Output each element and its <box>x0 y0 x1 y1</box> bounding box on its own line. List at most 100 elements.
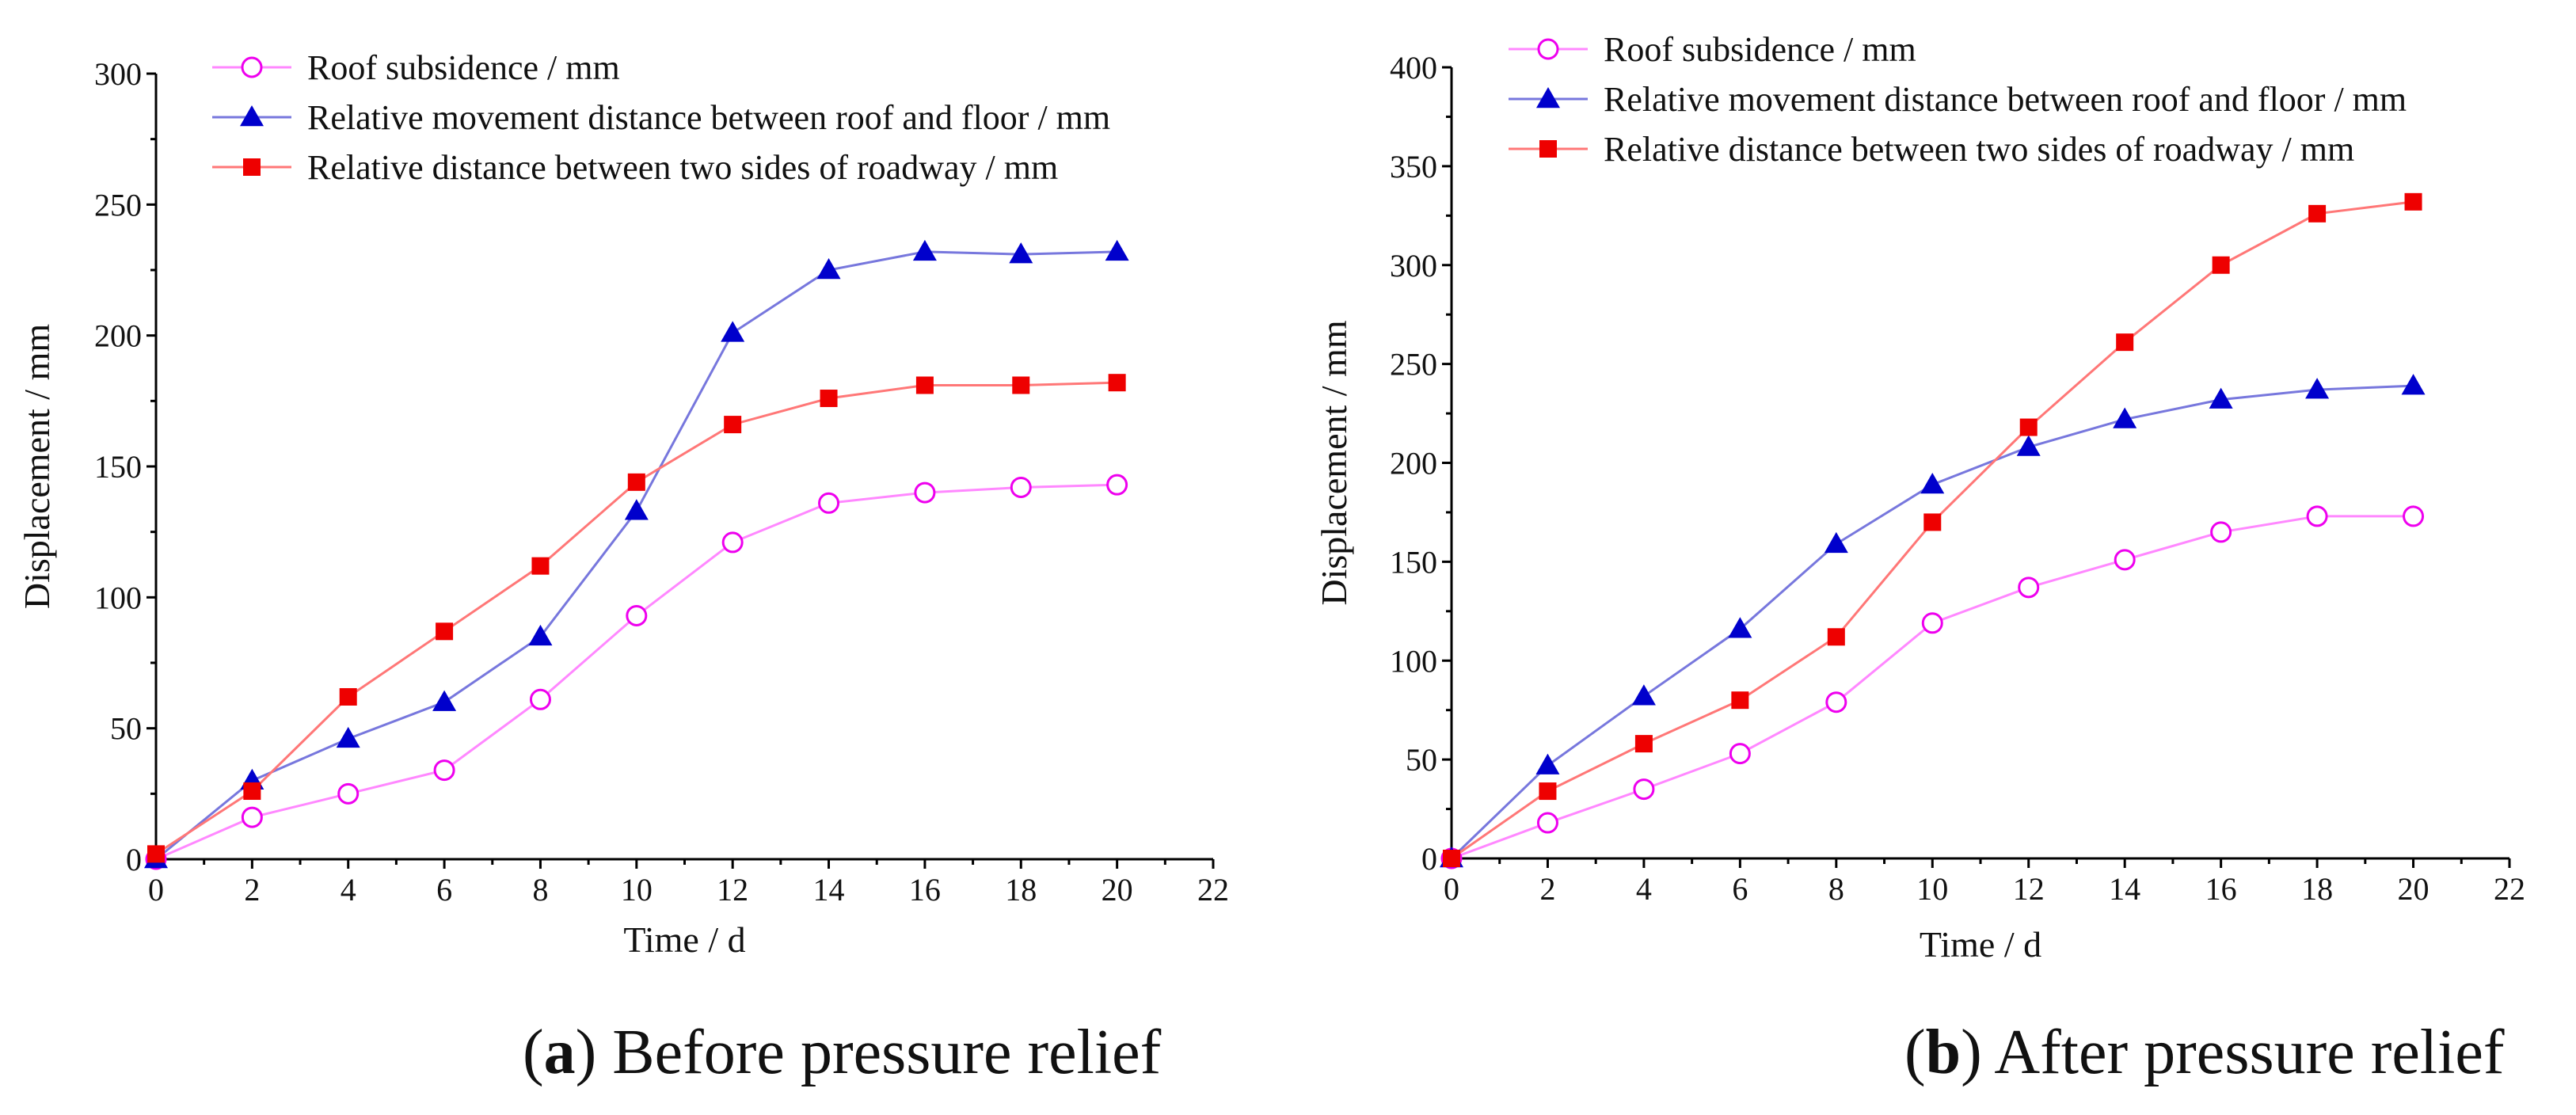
legend-marker-sides <box>243 158 261 176</box>
series-line-roof <box>155 483 1117 861</box>
y-tick-label: 100 <box>94 580 142 615</box>
data-point-roof-floor <box>1105 239 1129 261</box>
x-tick-label: 2 <box>244 872 260 908</box>
x-tick-label: 18 <box>2301 871 2333 907</box>
caption-letter: b <box>1926 1018 1961 1087</box>
data-point-sides <box>724 416 742 434</box>
y-tick-label: 300 <box>1390 248 1437 284</box>
x-tick-label: 2 <box>1539 871 1555 907</box>
caption-paren-open: ( <box>1904 1018 1926 1087</box>
data-point-roof <box>1921 612 1943 634</box>
x-tick-label: 4 <box>1636 871 1652 907</box>
data-point-roof <box>2018 577 2040 599</box>
data-point-sides <box>1731 691 1749 710</box>
data-point-roof-floor <box>624 499 649 520</box>
x-tick-label: 4 <box>341 872 356 908</box>
y-tick-label: 100 <box>1390 643 1437 679</box>
data-point-roof <box>2210 521 2232 543</box>
data-point-roof-floor <box>432 690 457 711</box>
data-point-sides <box>531 557 550 575</box>
data-point-roof-floor <box>1535 753 1560 774</box>
x-tick-label: 8 <box>1828 871 1844 907</box>
chart-panel-a: 0 2 4 6 8 10 12 14 16 18 20 22 0 50 100 150 200 250 300 Tim… <box>17 48 1229 1087</box>
data-point-sides <box>1539 782 1557 801</box>
y-tick-label: 150 <box>1390 544 1437 580</box>
x-tick-label: 18 <box>1005 872 1037 908</box>
data-point-roof-floor <box>1824 531 1848 554</box>
y-tick-label: 300 <box>94 56 142 92</box>
data-point-roof-floor <box>528 624 553 646</box>
x-tick-label: 16 <box>2205 871 2237 907</box>
data-point-roof <box>626 604 648 626</box>
x-tick-label: 6 <box>436 872 452 908</box>
x-tick-label: 8 <box>532 872 548 908</box>
y-tick-label: 50 <box>1406 742 1437 778</box>
chart-panel-b: 0 2 4 6 8 10 12 14 16 18 20 22 0 50 100 150 200 250 300 350… <box>1314 30 2525 1087</box>
y-tick-label: 200 <box>1390 446 1437 481</box>
caption-paren-close: ) <box>576 1018 613 1087</box>
x-tick-label: 12 <box>717 872 748 908</box>
data-point-roof-floor <box>1631 684 1656 706</box>
data-point-sides <box>820 390 838 408</box>
legend-marker-sides <box>1539 140 1557 158</box>
x-tick-label: 20 <box>2398 871 2430 907</box>
data-point-roof <box>337 782 360 805</box>
y-axis-label: Displacement / mm <box>1314 320 1354 605</box>
y-tick-label: 350 <box>1390 149 1437 185</box>
x-tick-label: 0 <box>1444 871 1459 907</box>
data-point-sides <box>243 782 261 801</box>
x-axis-label: Time / d <box>623 919 745 960</box>
data-point-sides <box>1827 628 1845 646</box>
data-point-roof <box>914 481 936 504</box>
data-point-roof <box>1010 476 1032 498</box>
data-point-sides <box>2308 204 2327 223</box>
x-tick-label: 6 <box>1732 871 1748 907</box>
x-tick-label: 12 <box>2013 871 2045 907</box>
x-axis-label: Time / d <box>1920 924 2041 965</box>
x-tick-label: 10 <box>621 872 653 908</box>
y-tick-label: 0 <box>126 842 142 877</box>
legend-label-sides: Relative distance between two sides of r… <box>307 148 1058 187</box>
data-point-roof-floor <box>2401 374 2426 395</box>
data-point-sides <box>1108 374 1126 392</box>
y-tick-label: 50 <box>110 711 142 747</box>
data-point-roof <box>2114 549 2136 571</box>
data-point-roof <box>2306 505 2328 527</box>
y-tick-label: 150 <box>94 449 142 485</box>
y-tick-label: 0 <box>1421 841 1437 877</box>
data-point-roof <box>1729 743 1751 765</box>
legend-label-roof-floor: Relative movement distance between roof … <box>307 98 1110 137</box>
y-tick-label: 200 <box>94 318 142 354</box>
data-point-roof <box>721 531 744 554</box>
data-point-sides <box>2404 192 2422 211</box>
data-point-roof <box>529 688 551 710</box>
caption-letter: a <box>544 1018 576 1087</box>
legend-marker-roof-floor <box>240 105 264 127</box>
data-point-roof <box>1106 474 1128 496</box>
data-point-roof <box>2403 505 2425 527</box>
data-point-roof <box>433 759 455 782</box>
figure-caption: (a) Before pressure relief <box>523 1018 1162 1087</box>
caption-text: After pressure relief <box>1994 1018 2504 1087</box>
legend-label-roof: Roof subsidence / mm <box>1604 30 1916 69</box>
data-point-sides <box>1443 850 1460 867</box>
data-point-roof-floor <box>336 726 360 748</box>
caption-paren-open: ( <box>523 1018 544 1087</box>
x-tick-label: 14 <box>2109 871 2140 907</box>
legend-label-roof: Roof subsidence / mm <box>307 48 620 87</box>
legend-marker-roof <box>1537 38 1559 60</box>
caption-paren-close: ) <box>1961 1018 1994 1087</box>
data-point-roof-floor <box>2016 435 2041 456</box>
x-tick-label: 22 <box>2494 871 2525 907</box>
x-tick-label: 16 <box>909 872 941 908</box>
y-axis-label: Displacement / mm <box>17 324 57 609</box>
data-point-sides <box>2212 256 2230 274</box>
data-point-roof-floor <box>2209 387 2233 409</box>
data-point-roof-floor <box>1728 617 1752 638</box>
x-tick-label: 0 <box>148 872 164 908</box>
data-point-sides <box>147 845 165 863</box>
x-tick-label: 14 <box>813 872 845 908</box>
data-point-sides <box>627 473 645 491</box>
data-point-roof <box>818 492 840 514</box>
